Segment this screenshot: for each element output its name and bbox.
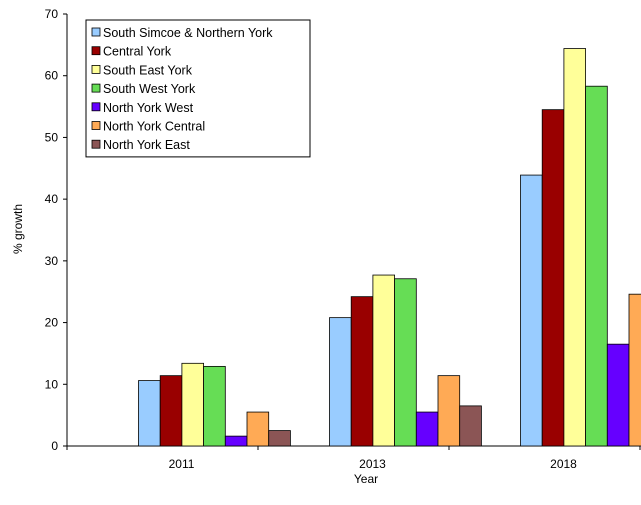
y-tick-label: 20 <box>45 316 59 330</box>
legend-swatch <box>92 103 100 111</box>
legend-label: North York West <box>103 101 194 115</box>
bar <box>351 297 373 446</box>
bar <box>225 436 247 446</box>
bar <box>564 49 586 446</box>
bar <box>607 344 629 446</box>
bar <box>160 376 182 446</box>
y-tick-label: 30 <box>45 254 59 268</box>
y-tick-label: 60 <box>45 69 59 83</box>
bar <box>542 110 564 446</box>
x-tick-label: 2011 <box>169 457 195 471</box>
y-axis-title: % growth <box>11 204 25 254</box>
y-tick-label: 70 <box>45 7 59 21</box>
bar <box>586 86 608 446</box>
bar <box>373 275 395 446</box>
legend-label: North York East <box>103 138 190 152</box>
y-tick-label: 10 <box>45 377 59 391</box>
legend-swatch <box>92 84 100 92</box>
bar <box>182 363 204 446</box>
x-axis-title: Year <box>354 472 378 486</box>
bar <box>460 406 482 446</box>
legend-swatch <box>92 65 100 73</box>
legend-label: South West York <box>103 82 196 96</box>
x-tick-label: 2018 <box>550 457 577 471</box>
legend-label: South East York <box>103 63 193 77</box>
bar <box>629 294 641 446</box>
bar <box>269 431 291 446</box>
bar <box>330 318 352 446</box>
bar <box>438 376 460 446</box>
legend-swatch <box>92 140 100 148</box>
y-tick-label: 40 <box>45 192 59 206</box>
bar <box>247 412 269 446</box>
legend-label: Central York <box>103 45 172 59</box>
legend-swatch <box>92 28 100 36</box>
bar <box>416 412 438 446</box>
y-tick-label: 50 <box>45 130 59 144</box>
bar <box>521 175 543 446</box>
bar <box>139 381 161 446</box>
y-tick-label: 0 <box>51 439 58 453</box>
legend-swatch <box>92 47 100 55</box>
bar <box>204 366 226 446</box>
legend-swatch <box>92 122 100 130</box>
x-tick-label: 2013 <box>359 457 386 471</box>
bar <box>395 279 417 446</box>
legend-label: North York Central <box>103 120 205 134</box>
legend: South Simcoe & Northern York Central York… <box>86 20 310 157</box>
legend-label: South Simcoe & Northern York <box>103 26 273 40</box>
